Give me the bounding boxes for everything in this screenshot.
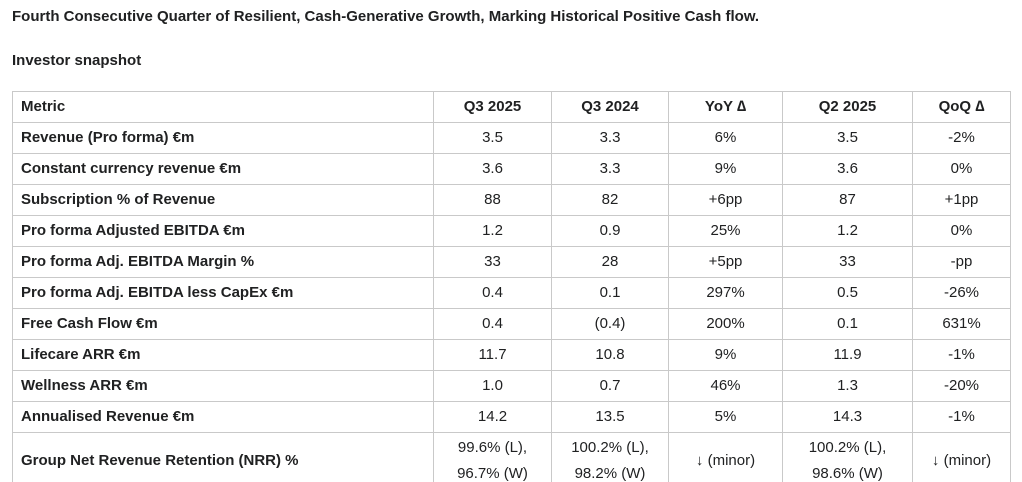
- value-cell: +1pp: [912, 184, 1011, 216]
- value-cell: 1.0: [433, 370, 552, 402]
- value-cell: 631%: [912, 308, 1011, 340]
- value-cell: 1.3: [782, 370, 913, 402]
- metric-cell: Wellness ARR €m: [12, 370, 434, 402]
- metric-cell: Revenue (Pro forma) €m: [12, 122, 434, 154]
- metric-cell: Free Cash Flow €m: [12, 308, 434, 340]
- value-cell: 0%: [912, 215, 1011, 247]
- column-header-4: Q2 2025: [782, 91, 913, 123]
- table-row: Pro forma Adj. EBITDA less CapEx €m 0.4 0.…: [12, 277, 1011, 309]
- value-cell: 0.1: [551, 277, 669, 309]
- metric-cell: Pro forma Adj. EBITDA Margin %: [12, 246, 434, 278]
- value-cell: ↓ (minor): [668, 432, 783, 482]
- metric-cell: Lifecare ARR €m: [12, 339, 434, 371]
- value-cell: -20%: [912, 370, 1011, 402]
- column-header-0: Metric: [12, 91, 434, 123]
- table-row: Annualised Revenue €m 14.2 13.5 5% 14.3 -1%: [12, 401, 1011, 433]
- value-cell: 0.4: [433, 277, 552, 309]
- value-cell: 14.3: [782, 401, 913, 433]
- value-cell: +5pp: [668, 246, 783, 278]
- value-cell: 82: [551, 184, 669, 216]
- metric-cell: Group Net Revenue Retention (NRR) %: [12, 432, 434, 482]
- value-cell: 14.2: [433, 401, 552, 433]
- table-row: Free Cash Flow €m 0.4 (0.4) 200% 0.1 631%: [12, 308, 1011, 340]
- value-cell: 3.3: [551, 122, 669, 154]
- value-cell: 100.2% (L), 98.2% (W): [551, 432, 669, 482]
- value-cell: 1.2: [782, 215, 913, 247]
- value-cell: 33: [433, 246, 552, 278]
- column-header-2: Q3 2024: [551, 91, 669, 123]
- value-cell: +6pp: [668, 184, 783, 216]
- value-cell: 99.6% (L), 96.7% (W): [433, 432, 552, 482]
- value-cell: -1%: [912, 401, 1011, 433]
- value-cell: 11.7: [433, 339, 552, 371]
- value-cell: 0.5: [782, 277, 913, 309]
- value-cell: 3.3: [551, 153, 669, 185]
- column-header-5: QoQ ∆: [912, 91, 1011, 123]
- page-title: Fourth Consecutive Quarter of Resilient,…: [12, 8, 760, 25]
- table-row: Subscription % of Revenue 88 82 +6pp 87 +1pp: [12, 184, 1011, 216]
- table-row: Lifecare ARR €m 11.7 10.8 9% 11.9 -1%: [12, 339, 1011, 371]
- value-cell: -26%: [912, 277, 1011, 309]
- value-cell: -1%: [912, 339, 1011, 371]
- value-cell: 1.2: [433, 215, 552, 247]
- value-cell: 0.4: [433, 308, 552, 340]
- metrics-table: Metric Q3 2025 Q3 2024 YoY ∆ Q2 2025 QoQ ∆ Re…: [12, 91, 1011, 482]
- table-body: Revenue (Pro forma) €m 3.5 3.3 6% 3.5 -2% Cons…: [12, 122, 1011, 482]
- metric-cell: Subscription % of Revenue: [12, 184, 434, 216]
- value-cell: 3.5: [433, 122, 552, 154]
- value-cell: 13.5: [551, 401, 669, 433]
- metric-cell: Constant currency revenue €m: [12, 153, 434, 185]
- header-row: Metric Q3 2025 Q3 2024 YoY ∆ Q2 2025 QoQ ∆: [12, 91, 1011, 123]
- value-cell: 9%: [668, 339, 783, 371]
- value-cell: 3.6: [433, 153, 552, 185]
- metric-cell: Annualised Revenue €m: [12, 401, 434, 433]
- value-cell: 25%: [668, 215, 783, 247]
- table-row: Wellness ARR €m 1.0 0.7 46% 1.3 -20%: [12, 370, 1011, 402]
- value-cell: 3.6: [782, 153, 913, 185]
- column-header-1: Q3 2025: [433, 91, 552, 123]
- value-cell: 11.9: [782, 339, 913, 371]
- value-cell: -2%: [912, 122, 1011, 154]
- table-row: Revenue (Pro forma) €m 3.5 3.3 6% 3.5 -2%: [12, 122, 1011, 154]
- value-cell: 46%: [668, 370, 783, 402]
- metric-cell: Pro forma Adj. EBITDA less CapEx €m: [12, 277, 434, 309]
- value-cell: 33: [782, 246, 913, 278]
- table-row: Constant currency revenue €m 3.6 3.3 9% 3.6 0…: [12, 153, 1011, 185]
- value-cell: 10.8: [551, 339, 669, 371]
- value-cell: 0.7: [551, 370, 669, 402]
- value-cell: ↓ (minor): [912, 432, 1011, 482]
- value-cell: 3.5: [782, 122, 913, 154]
- table-row: Group Net Revenue Retention (NRR) % 99.6%…: [12, 432, 1011, 482]
- value-cell: 28: [551, 246, 669, 278]
- value-cell: 87: [782, 184, 913, 216]
- value-cell: (0.4): [551, 308, 669, 340]
- column-header-3: YoY ∆: [668, 91, 783, 123]
- value-cell: 100.2% (L), 98.6% (W): [782, 432, 913, 482]
- metric-cell: Pro forma Adjusted EBITDA €m: [12, 215, 434, 247]
- value-cell: 297%: [668, 277, 783, 309]
- value-cell: 6%: [668, 122, 783, 154]
- table-row: Pro forma Adj. EBITDA Margin % 33 28 +5pp 33…: [12, 246, 1011, 278]
- value-cell: 0.1: [782, 308, 913, 340]
- value-cell: 200%: [668, 308, 783, 340]
- table-row: Pro forma Adjusted EBITDA €m 1.2 0.9 25% 1.2…: [12, 215, 1011, 247]
- value-cell: 88: [433, 184, 552, 216]
- value-cell: -pp: [912, 246, 1011, 278]
- value-cell: 9%: [668, 153, 783, 185]
- value-cell: 0.9: [551, 215, 669, 247]
- section-subtitle: Investor snapshot: [12, 52, 142, 69]
- value-cell: 0%: [912, 153, 1011, 185]
- value-cell: 5%: [668, 401, 783, 433]
